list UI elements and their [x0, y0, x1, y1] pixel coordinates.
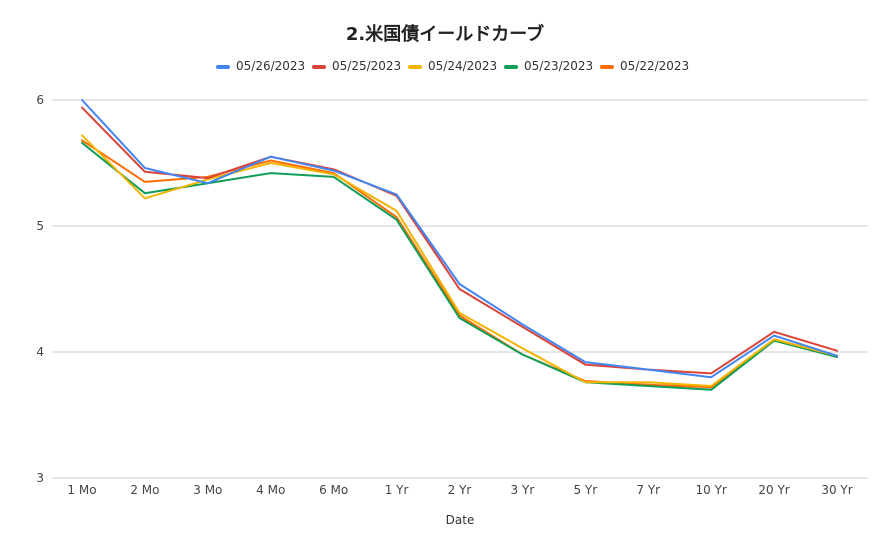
x-tick-label: 3 Yr [511, 483, 535, 497]
x-tick-label: 7 Yr [636, 483, 660, 497]
x-tick-label: 5 Yr [573, 483, 597, 497]
y-tick-label: 6 [36, 93, 44, 107]
x-tick-label: 6 Mo [319, 483, 348, 497]
x-axis-label: Date [446, 513, 475, 527]
y-tick-label: 3 [36, 471, 44, 485]
y-tick-label: 4 [36, 345, 44, 359]
series-line-05/25/2023 [81, 106, 838, 375]
legend-swatch [408, 65, 422, 69]
gridlines [52, 99, 868, 479]
x-tick-label: 2 Yr [448, 483, 472, 497]
legend-item: 05/25/2023 [312, 59, 401, 73]
x-tick-label: 20 Yr [758, 483, 789, 497]
series-line-05/22/2023 [81, 139, 838, 389]
x-tick-label: 4 Mo [256, 483, 285, 497]
series-line-05/24/2023 [81, 134, 838, 387]
y-tick-label: 5 [36, 219, 44, 233]
legend: 05/26/2023 05/25/2023 05/24/2023 05/23/2023… [216, 59, 689, 73]
legend-item: 05/22/2023 [600, 59, 689, 73]
chart-title: 2.米国債イールドカーブ [346, 23, 544, 45]
x-tick-label: 1 Yr [385, 483, 409, 497]
series-line-05/26/2023 [81, 99, 838, 379]
x-axis-ticks: 1 Mo 2 Mo 3 Mo 4 Mo 6 Mo 1 Yr 2 Yr 3 Yr 5 Yr 7 Yr… [67, 483, 852, 497]
legend-label: 05/22/2023 [620, 59, 689, 73]
legend-item: 05/24/2023 [408, 59, 497, 73]
legend-label: 05/26/2023 [236, 59, 305, 73]
legend-swatch [504, 65, 518, 69]
legend-item: 05/23/2023 [504, 59, 593, 73]
legend-swatch [216, 65, 230, 69]
legend-item: 05/26/2023 [216, 59, 305, 73]
x-tick-label: 2 Mo [130, 483, 159, 497]
x-tick-label: 1 Mo [67, 483, 96, 497]
legend-swatch [600, 65, 614, 69]
x-tick-label: 3 Mo [193, 483, 222, 497]
x-tick-label: 10 Yr [695, 483, 726, 497]
series-group [81, 99, 838, 391]
legend-label: 05/24/2023 [428, 59, 497, 73]
legend-swatch [312, 65, 326, 69]
x-tick-label: 30 Yr [821, 483, 852, 497]
legend-label: 05/23/2023 [524, 59, 593, 73]
y-axis-ticks: 3 4 5 6 [36, 93, 44, 485]
legend-label: 05/25/2023 [332, 59, 401, 73]
